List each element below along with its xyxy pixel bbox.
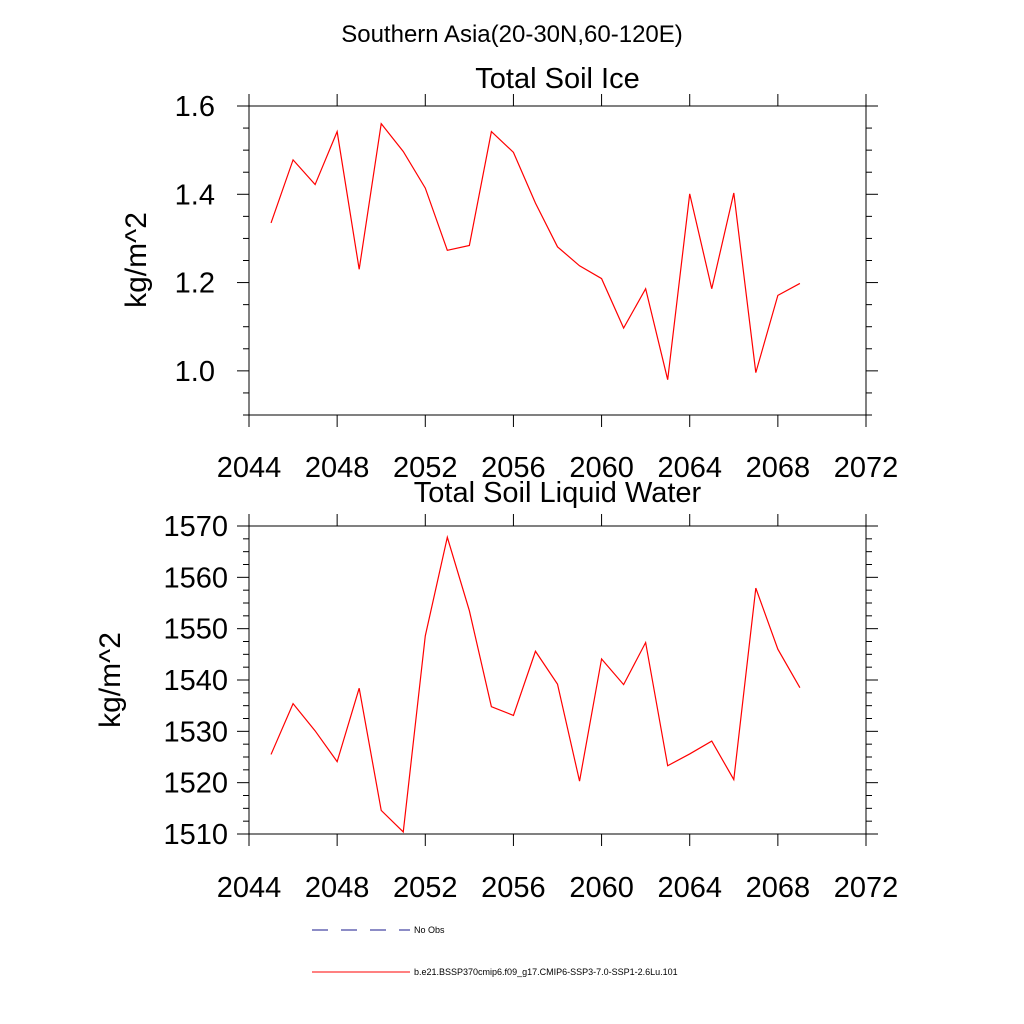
x-tick-label: 2060 xyxy=(569,452,634,484)
y-tick-label: 1520 xyxy=(163,768,228,800)
series-line-1 xyxy=(270,122,801,380)
legend-item-2: b.e21.BSSP370cmip6.f09_g17.CMIP6-SSP3-7.… xyxy=(312,967,678,977)
legend-label: b.e21.BSSP370cmip6.f09_g17.CMIP6-SSP3-7.… xyxy=(414,967,678,977)
y-tick-label: 1510 xyxy=(163,819,228,851)
y-axis-label: kg/m^2 xyxy=(120,212,153,308)
y-tick-label: 1550 xyxy=(163,614,228,646)
plot-frame xyxy=(248,105,867,416)
x-tick-label: 2056 xyxy=(481,452,546,484)
x-tick-label: 2068 xyxy=(746,452,811,484)
x-tick-label: 2052 xyxy=(393,452,458,484)
x-tick-label: 2072 xyxy=(834,452,899,484)
y-axis-label: kg/m^2 xyxy=(94,632,127,728)
x-tick-label: 2064 xyxy=(657,452,722,484)
x-tick-label: 2068 xyxy=(746,872,811,904)
x-tick-label: 2056 xyxy=(481,872,546,904)
legend-label: No Obs xyxy=(414,925,445,935)
y-tick-label: 1570 xyxy=(163,511,228,543)
legend-item-1: No Obs xyxy=(312,925,445,935)
plot-frame xyxy=(248,525,867,835)
x-tick-label: 2064 xyxy=(657,872,722,904)
chart-title: Total Soil Ice xyxy=(475,63,639,95)
x-tick-label: 2048 xyxy=(305,452,370,484)
y-tick-label: 1560 xyxy=(163,562,228,594)
x-tick-label: 2072 xyxy=(834,872,899,904)
y-tick-label: 1540 xyxy=(163,665,228,697)
figure-suptitle: Southern Asia(20-30N,60-120E) xyxy=(341,21,683,48)
series-line-1 xyxy=(270,534,801,834)
y-tick-label: 1.0 xyxy=(175,356,215,388)
y-tick-label: 1.2 xyxy=(175,268,215,300)
chart-panel-1: Total Soil Ice kg/m^2 2044 2048 2052 2056 2060… xyxy=(120,63,898,484)
y-tick-label: 1.6 xyxy=(175,91,215,123)
chart-title: Total Soil Liquid Water xyxy=(414,477,702,509)
x-tick-label: 2044 xyxy=(217,452,282,484)
y-tick-label: 1530 xyxy=(163,716,228,748)
legend: No Obs b.e21.BSSP370cmip6.f09_g17.CMIP6-S… xyxy=(312,925,678,977)
x-tick-label: 2048 xyxy=(305,872,370,904)
x-tick-label: 2052 xyxy=(393,872,458,904)
chart-panel-2: Total Soil Liquid Water kg/m^2 2044 2048 205… xyxy=(94,477,898,904)
x-tick-label: 2060 xyxy=(569,872,634,904)
x-tick-label: 2044 xyxy=(217,872,282,904)
y-tick-label: 1.4 xyxy=(175,179,215,211)
